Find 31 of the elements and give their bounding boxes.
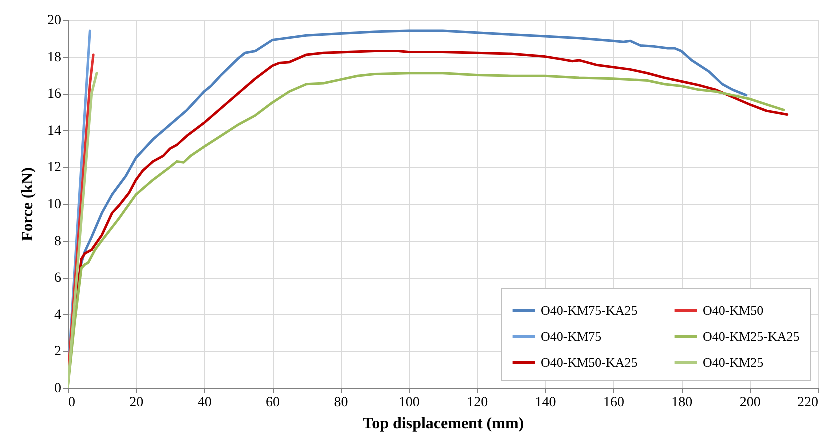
x-tick-label: 80 bbox=[334, 396, 348, 410]
x-tick-label: 200 bbox=[740, 396, 761, 410]
legend-label: O40-KM75 bbox=[541, 329, 602, 344]
legend-label: O40-KM25-KA25 bbox=[703, 329, 800, 344]
legend-label: O40-KM50-KA25 bbox=[541, 355, 638, 370]
x-tick-label: 100 bbox=[398, 396, 420, 410]
y-tick-label: 12 bbox=[48, 160, 62, 176]
y-axis-title: Force (kN) bbox=[20, 168, 36, 242]
y-tick-label: 4 bbox=[54, 308, 62, 323]
x-axis-title: Top displacement (mm) bbox=[362, 416, 524, 432]
x-tick-label: 180 bbox=[672, 396, 693, 410]
y-tick-label: 16 bbox=[48, 87, 62, 102]
x-tick-label: 120 bbox=[467, 396, 488, 410]
x-tick-label: 0 bbox=[68, 396, 76, 410]
legend-label: O40-KM75-KA25 bbox=[541, 303, 638, 318]
x-tick-label: 140 bbox=[535, 396, 556, 410]
y-tick-label: 6 bbox=[54, 271, 62, 286]
x-tick-label: 160 bbox=[603, 396, 624, 410]
y-tick-label: 20 bbox=[48, 14, 62, 28]
x-tick-label: 220 bbox=[798, 396, 818, 410]
legend-label: O40-KM25 bbox=[703, 355, 764, 370]
x-tick-label: 40 bbox=[198, 396, 212, 410]
y-tick-label: 10 bbox=[48, 198, 62, 212]
y-tick-label: 8 bbox=[54, 234, 62, 250]
y-tick-label: 0 bbox=[54, 382, 62, 396]
y-tick-label: 18 bbox=[48, 50, 62, 66]
x-tick-label: 20 bbox=[130, 396, 144, 410]
x-tick-label: 60 bbox=[266, 396, 280, 410]
y-tick-label: 14 bbox=[48, 124, 62, 139]
y-tick-label: 2 bbox=[54, 344, 62, 360]
legend-label: O40-KM50 bbox=[703, 303, 764, 318]
